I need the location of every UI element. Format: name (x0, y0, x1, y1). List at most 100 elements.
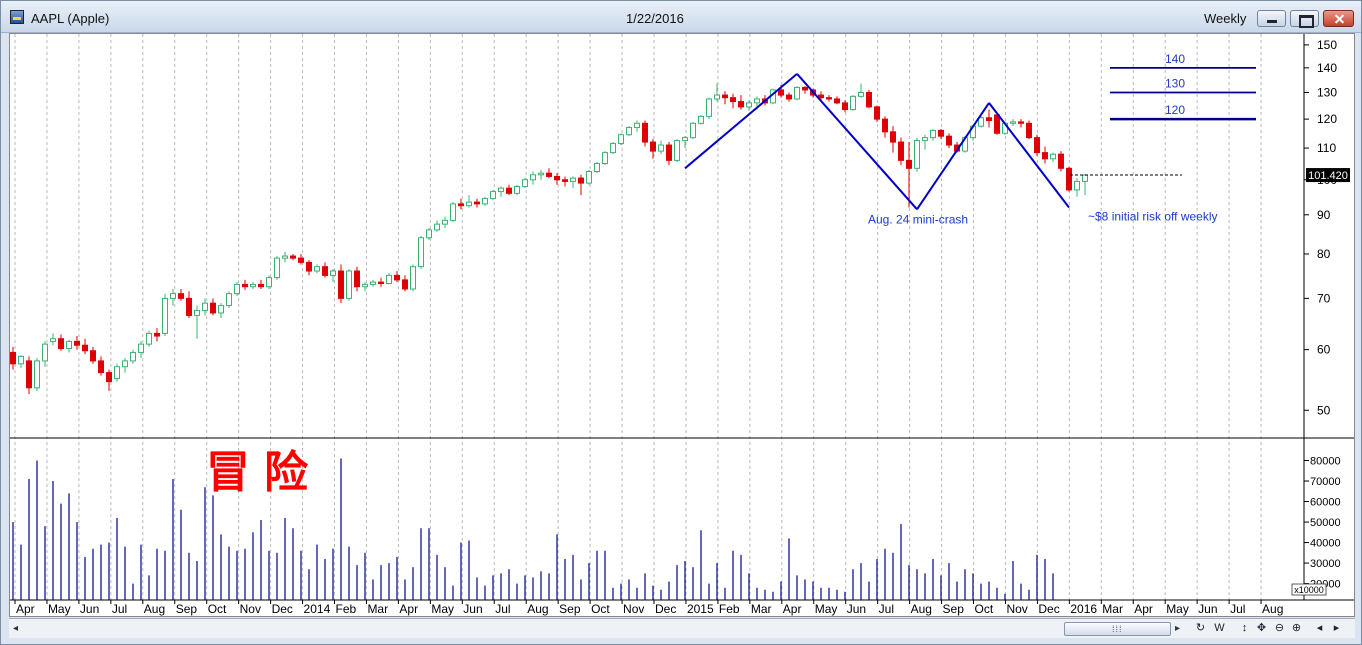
candle-body (1058, 153, 1064, 169)
candle-body (626, 127, 632, 136)
scroll-left-arrow-icon[interactable]: ◂ (13, 623, 19, 634)
x-tick-label: Apr (1134, 602, 1153, 616)
candle-body (90, 350, 96, 362)
period-label[interactable]: Weekly (1204, 11, 1247, 26)
next-icon[interactable]: ▸ (1333, 622, 1340, 634)
candle-body (178, 293, 184, 299)
zoom-in-icon[interactable]: ⊕ (1291, 622, 1302, 634)
candle-body (514, 185, 520, 194)
candle-body (986, 117, 992, 122)
y-tick-label: 70 (1317, 291, 1331, 305)
candle-body (834, 98, 840, 104)
candle-body (378, 281, 384, 285)
maximize-button[interactable] (1290, 10, 1319, 28)
x-tick-label: May (431, 602, 454, 616)
candle-body (562, 179, 568, 182)
candle-body (650, 141, 656, 152)
candle-body (714, 94, 720, 100)
x-tick-label: Dec (1038, 602, 1059, 616)
grid-lines (14, 34, 1262, 600)
candle-body (226, 293, 232, 307)
last-price-label: 101.420 (1308, 170, 1348, 182)
candle-body (946, 135, 952, 146)
candle-body (130, 351, 136, 362)
x-tick-label: Aug (1262, 602, 1283, 616)
x-tick-label: Jul (879, 602, 894, 616)
crosshair-icon[interactable]: ✥ (1256, 622, 1267, 634)
candle-body (530, 174, 536, 181)
candle-body (594, 163, 600, 173)
candle-body (338, 270, 344, 299)
x-tick-label: Jun (847, 602, 866, 616)
candle-body (18, 355, 24, 365)
window-date: 1/22/2016 (626, 11, 684, 26)
zoom-out-icon[interactable]: ⊖ (1274, 622, 1285, 634)
candle-body (26, 360, 32, 389)
trend-line (684, 73, 798, 170)
trend-line (796, 73, 918, 210)
candle-body (610, 143, 616, 154)
y-tick-label: 110 (1317, 141, 1336, 155)
candle-body (898, 141, 904, 161)
candle-body (522, 179, 528, 187)
x-tick-label: Jul (495, 602, 510, 616)
x-tick-label: Sep (943, 602, 965, 616)
candle-body (1066, 167, 1072, 191)
candle-body (826, 97, 832, 100)
candle-body (482, 198, 488, 205)
candle-body (346, 270, 352, 299)
volume-bars (12, 458, 1054, 600)
candle-body (202, 302, 208, 311)
candle-body (866, 91, 872, 108)
candle-body (738, 101, 744, 108)
x-tick-label: Mar (751, 602, 772, 616)
trend-line (916, 102, 990, 210)
x-tick-label: Dec (272, 602, 293, 616)
x-tick-label: Apr (399, 602, 418, 616)
scroll-right-arrow-icon[interactable]: ▸ (1175, 623, 1181, 634)
candle-body (34, 360, 40, 389)
y-tick-label: 80 (1317, 247, 1331, 261)
candle-body (922, 137, 928, 142)
candle-body (882, 118, 888, 133)
weekly-w-icon[interactable]: W (1214, 622, 1225, 634)
x-tick-label: Sep (176, 602, 198, 616)
x-tick-label: Apr (783, 602, 802, 616)
candle-body (1050, 153, 1056, 160)
candle-body (698, 115, 704, 124)
candle-body (682, 137, 688, 142)
candle-body (1082, 174, 1088, 182)
title-bar: AAPL (Apple) 1/22/2016 Weekly (1, 1, 1361, 33)
candle-body (570, 177, 576, 182)
x-tick-label: Jun (463, 602, 482, 616)
candle-body (586, 171, 592, 184)
prev-icon[interactable]: ◂ (1316, 622, 1323, 634)
scrollbar-thumb[interactable]: ⁞⁞⁞ (1064, 622, 1171, 636)
candle-body (66, 340, 72, 350)
candle-body (914, 140, 920, 169)
candle-body (82, 344, 88, 352)
candle-body (314, 266, 320, 272)
x-tick-label: 2014 (304, 602, 331, 616)
candle-body (242, 283, 248, 288)
move-vertical-icon[interactable]: ↕ (1241, 622, 1248, 634)
candle-body (106, 372, 112, 383)
chart-area[interactable]: 140 130 120 Apr May Jun Jul Aug Sep Oct Nov Dec 201… (9, 33, 1355, 617)
candle-body (122, 360, 128, 368)
candle-body (1074, 180, 1080, 191)
candle-body (298, 257, 304, 263)
candle-body (818, 94, 824, 99)
refresh-icon[interactable]: ↻ (1195, 622, 1206, 634)
price-volume-chart[interactable]: 140 130 120 Apr May Jun Jul Aug Sep Oct Nov Dec 201… (10, 34, 1354, 616)
close-button[interactable] (1323, 10, 1354, 27)
trend-line (988, 102, 1070, 209)
x-tick-label: May (815, 602, 838, 616)
candle-body (474, 201, 480, 205)
minimize-button[interactable] (1257, 10, 1286, 27)
candle-body (442, 219, 448, 225)
x-tick-label: Aug (911, 602, 932, 616)
candle-body (858, 91, 864, 97)
x-tick-label: Mar (1102, 602, 1123, 616)
candle-body (722, 94, 728, 99)
y-tick-label: 150 (1317, 38, 1337, 52)
